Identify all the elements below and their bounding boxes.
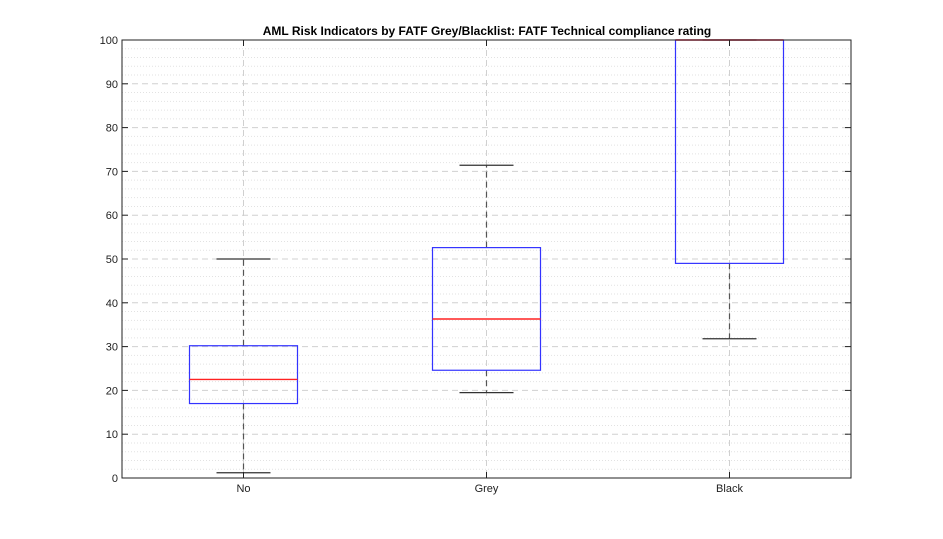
y-tick-label: 0	[112, 473, 118, 485]
y-tick-label: 40	[106, 298, 118, 310]
box-grey	[431, 164, 542, 394]
y-tick-label: 70	[106, 166, 118, 178]
x-tick-label: Grey	[475, 483, 499, 495]
iqr-box	[188, 345, 299, 405]
y-tick-label: 60	[106, 210, 118, 222]
chart-title: AML Risk Indicators by FATF Grey/Blackli…	[263, 24, 712, 38]
x-tick-label: No	[236, 483, 250, 495]
axes: 0 10 20 30 40 50 60 70 80 90 100 No Grey Black	[100, 35, 852, 495]
y-tick-label: 90	[106, 79, 118, 91]
x-tick-label: Black	[716, 483, 743, 495]
y-tick-label: 100	[100, 35, 118, 47]
y-tick-label: 80	[106, 123, 118, 135]
y-tick-label: 50	[106, 254, 118, 266]
y-tick-label: 30	[106, 342, 118, 354]
iqr-box	[431, 247, 542, 371]
y-tick-label: 10	[106, 429, 118, 441]
y-tick-label: 20	[106, 385, 118, 397]
